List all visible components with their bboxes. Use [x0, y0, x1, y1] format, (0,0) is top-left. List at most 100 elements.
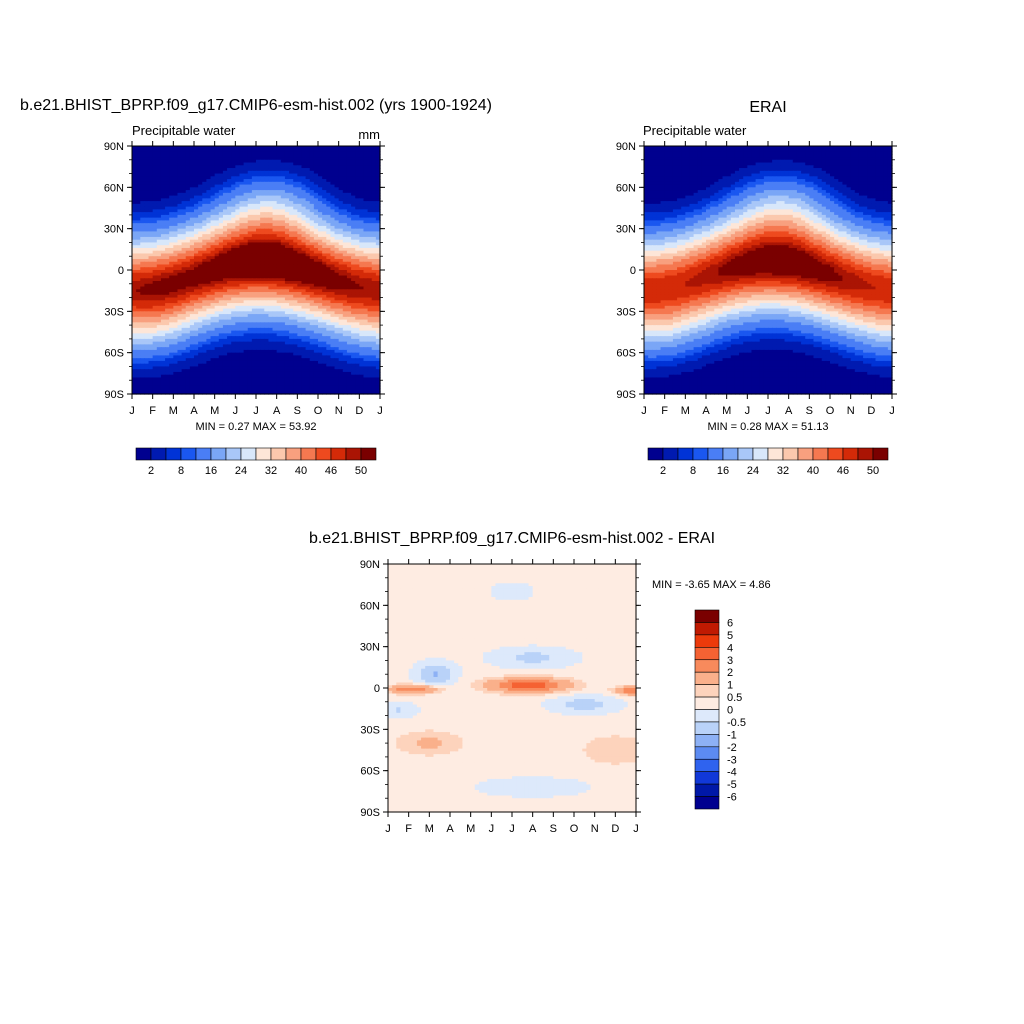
model-cell — [235, 187, 241, 191]
model-cell — [346, 148, 352, 153]
model-cell — [338, 179, 344, 183]
model-cell — [140, 184, 145, 188]
model-cell — [367, 190, 373, 194]
model-cell — [132, 181, 137, 186]
model-cell — [206, 325, 212, 329]
model-cell — [231, 184, 236, 188]
model-cell — [177, 173, 183, 177]
model-cell — [227, 209, 232, 213]
model-cell — [351, 203, 356, 208]
model-cell — [342, 247, 348, 252]
model-cell — [144, 330, 150, 334]
model-cell — [239, 256, 245, 260]
model-cell — [243, 366, 249, 370]
model-cell — [222, 239, 228, 244]
model-cell — [375, 195, 381, 199]
model-cell — [284, 225, 290, 230]
model-cell — [218, 283, 224, 288]
model-cell — [165, 162, 170, 166]
model-cell — [359, 173, 365, 177]
model-cell — [202, 245, 207, 249]
model-cell — [268, 352, 274, 357]
model-cell — [301, 179, 307, 183]
model-cell — [334, 311, 340, 315]
model-cell — [330, 220, 336, 224]
model-cell — [243, 154, 249, 158]
model-cell — [169, 275, 174, 279]
model-cell — [144, 358, 150, 362]
model-cell — [148, 303, 154, 307]
model-cell — [272, 212, 278, 216]
model-cell — [165, 148, 170, 153]
model-cell — [140, 316, 145, 321]
model-cell — [256, 297, 261, 301]
model-cell — [214, 220, 220, 224]
model-cell — [260, 184, 265, 188]
model-cell — [293, 214, 298, 219]
model-cell — [284, 173, 290, 177]
model-cell — [222, 322, 228, 326]
model-cell — [293, 168, 298, 172]
model-cell — [177, 231, 183, 235]
model-cell — [260, 168, 265, 172]
model-cell — [334, 327, 340, 332]
model-cell — [284, 371, 290, 376]
model-cell — [235, 212, 241, 216]
model-cell — [371, 360, 377, 365]
model-cell — [268, 347, 274, 351]
model-cell — [305, 209, 311, 213]
model-cell — [268, 236, 274, 241]
model-cell — [222, 258, 228, 263]
model-cell — [301, 234, 307, 238]
model-cell — [132, 159, 137, 164]
model-cell — [256, 236, 261, 241]
model-cell — [214, 314, 220, 318]
model-cell — [322, 170, 327, 175]
model-cell — [136, 256, 141, 260]
model-cell — [194, 347, 199, 351]
model-cell — [181, 228, 187, 233]
model-cell — [301, 338, 307, 343]
model-cell — [152, 214, 158, 219]
model-cell — [375, 264, 381, 268]
model-cell — [313, 170, 319, 175]
model-cell — [268, 231, 274, 235]
model-cell — [322, 311, 327, 315]
model-cell — [363, 214, 369, 219]
model-cell — [342, 151, 348, 155]
model-cell — [276, 187, 282, 191]
model-cell — [144, 369, 150, 373]
model-cell — [169, 217, 174, 221]
model-cell — [330, 294, 336, 299]
model-cell — [355, 300, 360, 304]
model-cell — [330, 242, 336, 246]
model-cell — [231, 305, 236, 310]
model-cell — [202, 168, 207, 172]
model-cell — [330, 278, 336, 282]
model-cell — [297, 148, 303, 153]
model-cell — [375, 190, 381, 194]
model-cell — [342, 305, 348, 310]
model-cell — [351, 220, 356, 224]
model-cell — [136, 203, 141, 208]
model-cell — [309, 170, 315, 175]
model-cell — [297, 258, 303, 263]
model-cell — [185, 281, 191, 285]
model-cell — [231, 203, 236, 208]
model-cell — [140, 267, 145, 271]
model-cell — [280, 231, 286, 235]
model-cell — [268, 371, 274, 376]
model-cell — [367, 300, 373, 304]
model-cell — [276, 327, 282, 332]
model-cell — [371, 170, 377, 175]
model-cell — [293, 360, 298, 365]
model-cell — [334, 206, 340, 210]
model-cell — [260, 319, 265, 323]
model-cell — [206, 319, 212, 323]
model-cell — [177, 176, 183, 180]
model-cell — [218, 305, 224, 310]
model-cell — [231, 358, 236, 362]
model-cell — [293, 300, 298, 304]
model-cell — [132, 256, 137, 260]
model-cell — [322, 192, 327, 197]
